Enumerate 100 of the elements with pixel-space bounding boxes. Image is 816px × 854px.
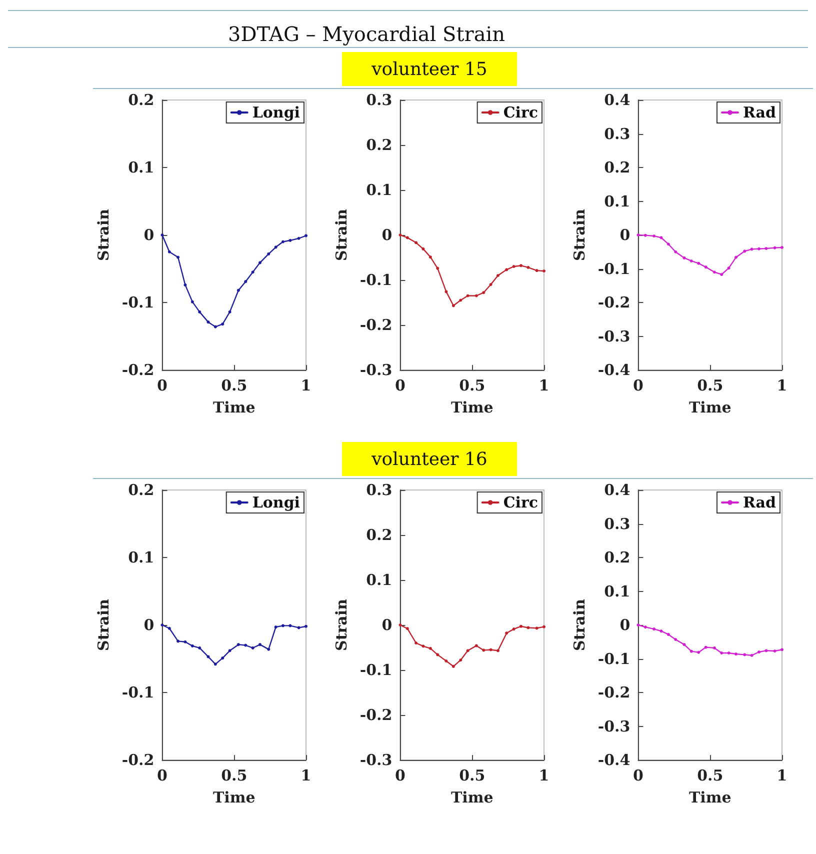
y-tick-label: -0.1 <box>122 294 154 312</box>
point <box>297 626 300 630</box>
x-tick-label: 1 <box>538 766 550 784</box>
y-tick-label: 0.1 <box>604 582 630 600</box>
point <box>743 653 746 656</box>
x-axis-title: Time <box>212 398 256 416</box>
x-tick-label: 0.5 <box>459 766 486 784</box>
point <box>228 310 232 314</box>
point <box>304 624 308 628</box>
point <box>526 266 530 269</box>
point <box>652 628 656 631</box>
point <box>780 648 784 652</box>
point <box>198 310 202 314</box>
point <box>482 291 486 294</box>
point <box>660 630 663 633</box>
legend-label: Longi <box>252 494 300 512</box>
point <box>422 247 425 250</box>
point <box>452 304 455 308</box>
line-series <box>160 234 308 328</box>
y-tick-label: -0.2 <box>122 361 154 379</box>
x-tick-label: 0.5 <box>221 766 248 784</box>
y-tick-label: 0.2 <box>604 548 630 566</box>
x-tick-label: 0.5 <box>697 376 724 394</box>
point <box>704 266 708 269</box>
y-tick-label: -0.2 <box>122 751 154 769</box>
point <box>190 300 194 304</box>
point <box>422 644 425 648</box>
point <box>482 648 486 652</box>
point <box>660 236 663 240</box>
y-tick-label: -0.1 <box>598 260 630 278</box>
y-tick-label: 0.1 <box>604 192 630 210</box>
line-series <box>160 624 308 666</box>
legend-label: Rad <box>742 494 777 512</box>
point <box>190 644 194 648</box>
y-tick-label: -0.3 <box>598 327 630 346</box>
point <box>160 624 164 626</box>
point <box>452 664 455 668</box>
y-tick-label: 0 <box>620 226 630 244</box>
point <box>251 270 254 274</box>
point <box>206 655 210 658</box>
point <box>406 236 409 240</box>
point <box>764 649 768 652</box>
point <box>288 624 292 628</box>
point <box>466 294 470 298</box>
point <box>773 649 776 652</box>
y-tick-label: 0.2 <box>128 481 154 499</box>
point <box>682 643 686 646</box>
point <box>750 654 754 657</box>
point <box>214 662 217 666</box>
point <box>750 248 754 251</box>
point <box>221 322 224 326</box>
point <box>258 261 262 264</box>
y-tick-label: 0.2 <box>128 91 154 109</box>
point <box>244 644 248 647</box>
y-axis-title: Strain <box>94 598 112 651</box>
point <box>474 294 478 298</box>
x-tick-label: 0.5 <box>697 766 724 784</box>
y-tick-label: 0 <box>382 616 392 634</box>
point <box>505 268 508 272</box>
y-tick-label: 0 <box>144 616 154 634</box>
point <box>720 272 724 276</box>
point <box>712 646 716 650</box>
point <box>414 241 418 244</box>
point <box>636 234 640 236</box>
x-tick-label: 1 <box>776 766 788 784</box>
point <box>236 643 240 646</box>
x-axis-title: Time <box>450 398 494 416</box>
x-axis-title: Time <box>688 398 732 416</box>
point <box>666 242 670 246</box>
y-tick-label: -0.2 <box>598 684 630 702</box>
point <box>428 646 432 650</box>
point <box>489 648 492 652</box>
legend-label: Rad <box>742 104 777 122</box>
y-tick-label: 0.1 <box>128 548 154 566</box>
x-tick-label: 0 <box>157 766 168 784</box>
point <box>535 626 538 630</box>
point <box>168 250 171 254</box>
point <box>444 290 448 294</box>
y-tick-label: -0.2 <box>598 294 630 312</box>
point <box>743 250 746 253</box>
point <box>221 656 224 660</box>
line-series <box>398 624 546 668</box>
point <box>398 234 402 236</box>
point <box>176 640 180 643</box>
y-tick-label: -0.2 <box>360 706 392 724</box>
point <box>505 632 508 635</box>
x-tick-label: 1 <box>300 376 312 394</box>
point <box>274 246 278 249</box>
point <box>512 265 516 268</box>
point <box>251 646 254 650</box>
point <box>644 626 647 629</box>
point <box>428 256 432 259</box>
point <box>644 234 647 237</box>
y-tick-label: 0.1 <box>366 181 392 199</box>
y-tick-label: 0.1 <box>128 158 154 176</box>
point <box>758 247 760 250</box>
y-axis-title: Strain <box>332 598 350 651</box>
point <box>236 288 240 292</box>
line-series <box>398 234 546 308</box>
point <box>304 234 308 238</box>
